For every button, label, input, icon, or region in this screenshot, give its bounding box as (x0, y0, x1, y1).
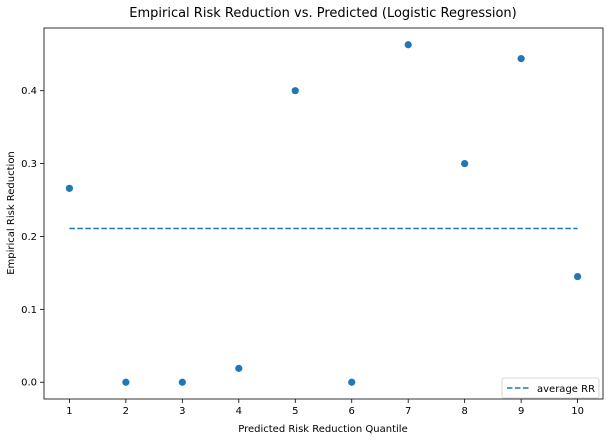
y-tick-label: 0.1 (21, 305, 37, 316)
plot-area (43, 27, 604, 400)
x-tick-label: 9 (518, 406, 524, 417)
x-tick-label: 5 (292, 406, 298, 417)
scatter-point (461, 159, 469, 168)
scatter-point (573, 272, 582, 281)
y-tick-label: 0.2 (21, 232, 37, 243)
x-tick-label: 4 (236, 406, 242, 417)
scatter-point (517, 55, 525, 63)
scatter-point (404, 41, 412, 49)
x-axis: 1 2 3 4 5 6 7 8 9 10 (66, 399, 584, 417)
x-tick-label: 2 (123, 406, 129, 417)
x-tick-label: 8 (461, 406, 467, 417)
y-tick-label: 0.4 (21, 86, 37, 97)
scatter-points (65, 41, 582, 386)
scatter-point (348, 378, 356, 386)
scatter-point (291, 87, 299, 95)
x-axis-label: Predicted Risk Reduction Quantile (238, 424, 408, 435)
y-axis-label: Empirical Risk Reduction (6, 151, 17, 275)
y-tick-label: 0.3 (21, 159, 37, 170)
scatter-point (65, 184, 74, 192)
scatter-point (178, 378, 186, 386)
y-axis: 0.0 0.1 0.2 0.3 0.4 (21, 86, 44, 389)
x-tick-label: 10 (571, 406, 584, 417)
legend-entry-average-rr: average RR (537, 384, 595, 395)
x-tick-label: 3 (179, 406, 185, 417)
x-tick-label: 6 (349, 406, 355, 417)
y-tick-label: 0.0 (21, 378, 37, 389)
legend-box (501, 377, 600, 399)
scatter-point (235, 364, 243, 372)
legend: average RR (501, 377, 600, 399)
chart-title: Empirical Risk Reduction vs. Predicted (… (129, 6, 517, 21)
scatter-point (122, 378, 130, 386)
x-tick-label: 1 (66, 406, 72, 417)
x-tick-label: 7 (405, 406, 411, 417)
